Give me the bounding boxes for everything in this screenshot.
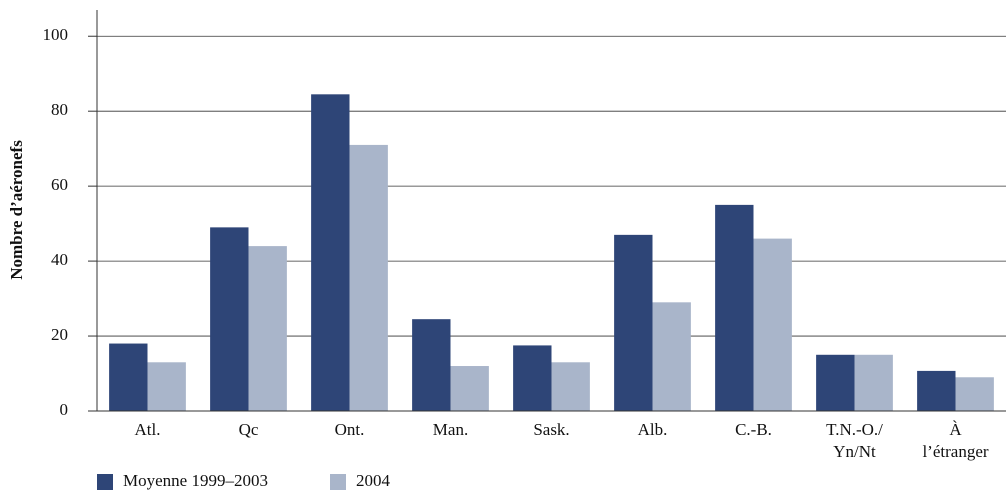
bar — [715, 204, 754, 411]
bar — [412, 319, 451, 411]
y-tick-label: 100 — [43, 25, 69, 44]
bar — [210, 227, 249, 411]
bar — [816, 354, 855, 411]
bar — [349, 144, 388, 411]
x-tick-label: Atl. — [135, 420, 161, 439]
y-tick-label: 0 — [60, 400, 69, 419]
bar — [513, 345, 552, 411]
x-tick-label: C.-B. — [735, 420, 772, 439]
bar — [248, 246, 287, 411]
y-tick-label: 40 — [51, 250, 68, 269]
y-tick-label: 20 — [51, 325, 68, 344]
y-tick-label: 60 — [51, 175, 68, 194]
bar — [311, 94, 350, 411]
bar — [652, 302, 691, 411]
bar — [917, 370, 956, 411]
bar — [147, 362, 186, 411]
bar — [109, 343, 148, 411]
bar — [753, 238, 792, 411]
x-tick-label: T.N.-O./Yn/Nt — [826, 420, 883, 461]
bar — [614, 234, 653, 411]
legend-label: Moyenne 1999–2003 — [123, 471, 268, 490]
x-tick-label: Sask. — [533, 420, 569, 439]
bar — [450, 366, 489, 411]
y-tick-label: 80 — [51, 100, 68, 119]
x-tick-label: Qc — [239, 420, 259, 439]
bar — [551, 362, 590, 411]
y-axis-title: Nombre d’aéronefs — [7, 140, 26, 280]
legend-swatch — [330, 474, 346, 490]
x-tick-label: Alb. — [638, 420, 668, 439]
bar — [955, 377, 994, 411]
bar — [854, 354, 893, 411]
x-tick-label: Ont. — [335, 420, 365, 439]
x-tick-label: Man. — [433, 420, 468, 439]
legend-swatch — [97, 474, 113, 490]
legend-label: 2004 — [356, 471, 391, 490]
